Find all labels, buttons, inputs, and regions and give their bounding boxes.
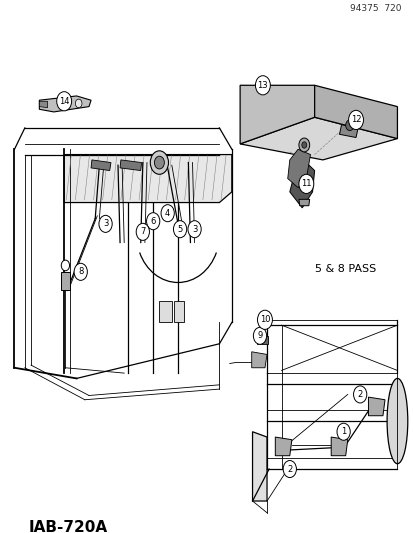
Text: 1: 1 [340,427,345,436]
Text: 5: 5 [177,225,182,233]
Text: 14: 14 [59,97,69,106]
Polygon shape [339,125,357,138]
Polygon shape [159,301,171,322]
Polygon shape [240,85,314,144]
Circle shape [353,386,366,403]
Polygon shape [289,163,314,208]
Circle shape [173,221,186,238]
Polygon shape [251,352,266,368]
Polygon shape [39,101,47,108]
Circle shape [348,110,363,130]
Polygon shape [287,149,310,188]
Circle shape [301,142,306,148]
Circle shape [161,205,174,222]
Circle shape [57,92,71,111]
Polygon shape [298,199,309,206]
Circle shape [257,310,272,329]
Circle shape [146,213,159,230]
Polygon shape [368,397,384,416]
Text: 8: 8 [78,268,83,276]
Circle shape [345,120,353,131]
Polygon shape [173,301,184,322]
Circle shape [75,99,82,108]
Text: 94375  720: 94375 720 [349,4,401,13]
Text: 11: 11 [300,180,311,188]
Circle shape [136,223,149,240]
Text: 2: 2 [287,465,292,473]
Circle shape [282,461,296,478]
Circle shape [74,263,87,280]
Text: 4: 4 [165,209,170,217]
Circle shape [99,215,112,232]
Circle shape [336,423,349,440]
Circle shape [255,76,270,95]
Text: IAB-720A: IAB-720A [29,520,108,533]
Text: 6: 6 [150,217,155,225]
Polygon shape [240,117,396,160]
Circle shape [298,138,309,152]
Polygon shape [120,160,141,171]
Text: 7: 7 [140,228,145,236]
Circle shape [61,260,69,271]
Polygon shape [256,336,268,344]
Polygon shape [64,155,231,203]
Polygon shape [91,160,111,171]
Circle shape [298,174,313,193]
Text: 2: 2 [357,390,362,399]
Circle shape [150,151,168,174]
Polygon shape [39,96,91,112]
Text: 5 & 8 PASS: 5 & 8 PASS [314,264,375,274]
Text: 3: 3 [103,220,108,228]
Polygon shape [61,272,69,290]
Polygon shape [275,437,291,456]
Text: 12: 12 [350,116,361,124]
Circle shape [154,156,164,169]
Polygon shape [330,437,347,456]
Circle shape [259,333,265,342]
Text: 9: 9 [257,332,262,340]
Polygon shape [252,432,266,501]
Text: 13: 13 [257,81,268,90]
Circle shape [188,221,201,238]
Ellipse shape [386,378,407,464]
Text: 10: 10 [259,316,270,324]
Text: 3: 3 [192,225,197,233]
Polygon shape [314,85,396,139]
Circle shape [253,327,266,344]
